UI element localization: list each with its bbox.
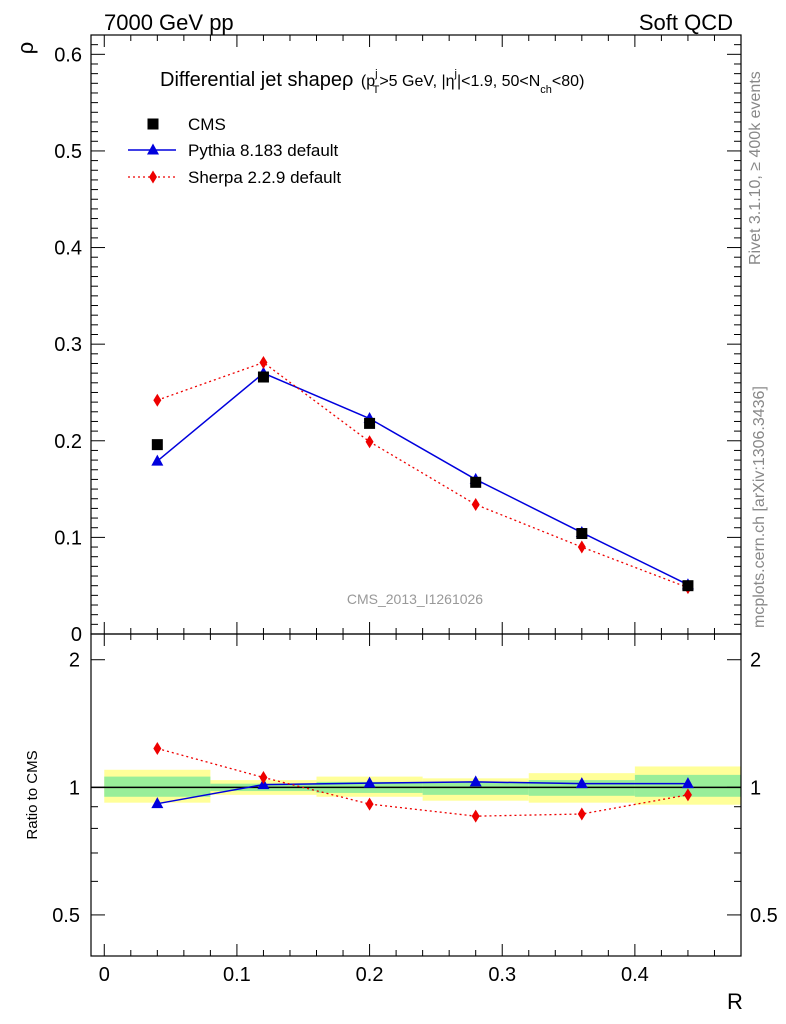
y-tick-label: 0.6: [54, 44, 82, 66]
legend-label: CMS: [188, 115, 226, 134]
ratio-point-triangle: [575, 777, 588, 789]
ratio-line-1: [157, 781, 688, 805]
title-p: (p: [361, 73, 375, 90]
y-tick-label: 0: [71, 624, 82, 646]
y-tick-label: 0.5: [54, 141, 82, 163]
data-point-diamond: [577, 540, 586, 554]
analysis-watermark: CMS_2013_I1261026: [347, 591, 483, 607]
ratio-series: [151, 741, 694, 823]
x-tick-label: 0.2: [356, 964, 384, 986]
legend-label: Sherpa 2.2.9 default: [188, 168, 341, 187]
main-series: [151, 356, 694, 595]
x-tick-label: 0.1: [223, 964, 251, 986]
ratio-point-diamond: [153, 741, 162, 755]
series-line-1: [156, 372, 689, 586]
ratio-point-triangle: [681, 777, 694, 789]
series-line-2: [157, 361, 689, 589]
y-tick-label: 0.4: [54, 238, 82, 260]
axis-ticks: 0 0.1 0.2 0.3 0.4 0 0.1 0.2 0.3 0.4 0.5 0.6 0.5 0.5 1 1…: [52, 34, 778, 986]
legend-marker-square: [147, 118, 159, 130]
ratio-point-diamond: [365, 797, 374, 811]
y-axis-label: ρ: [13, 42, 38, 55]
ratio-plot-frame: [90, 633, 742, 957]
data-point-square: [151, 439, 163, 451]
ratio-tick-label-right: 0.5: [750, 905, 778, 927]
ratio-point-triangle: [363, 776, 376, 788]
ratio-tick-label-left: 1: [69, 777, 80, 799]
ratio-point-diamond: [259, 770, 268, 784]
title-mid: >5 GeV, |η: [379, 73, 454, 90]
uncertainty-band-green: [422, 781, 529, 795]
y-tick-label: 0.2: [54, 431, 82, 453]
ratio-point-triangle: [151, 797, 164, 809]
title-mid2: |<1.9, 50<N: [457, 73, 540, 90]
header-left: 7000 GeV pp: [104, 10, 234, 35]
x-axis-label: R: [727, 989, 743, 1014]
ratio-tick-label-right: 2: [750, 650, 761, 672]
ratio-point-diamond: [471, 809, 480, 823]
title-eta-sup: j: [454, 68, 457, 80]
data-point-square: [682, 580, 694, 592]
title-main: Differential jet shapeρ: [160, 69, 353, 91]
ratio-point-diamond: [683, 788, 692, 802]
data-point-square: [257, 371, 269, 383]
y-tick-label: 0.1: [54, 527, 82, 549]
legend: CMS Pythia 8.183 default Sherpa 2.2.9 defa…: [128, 115, 341, 187]
data-point-diamond: [259, 356, 268, 370]
plot-title: Differential jet shapeρ (pj T>5 GeV, |ηj|…: [160, 68, 584, 96]
data-point-triangle: [151, 454, 164, 466]
data-point-square: [470, 476, 482, 488]
ratio-bands: [91, 766, 741, 805]
data-point-square: [364, 417, 376, 429]
ratio-tick-label-right: 1: [750, 777, 761, 799]
ratio-tick-label-left: 0.5: [52, 905, 80, 927]
data-point-diamond: [153, 393, 162, 407]
data-point-square: [576, 528, 588, 540]
x-tick-label: 0.3: [488, 964, 516, 986]
title-p-sub: T: [373, 84, 380, 96]
title-n-sub: ch: [540, 84, 552, 96]
ratio-line-2: [157, 747, 689, 817]
data-point-diamond: [471, 498, 480, 512]
data-point-diamond: [365, 435, 374, 449]
title-p-sup: j: [374, 68, 377, 80]
ratio-point-triangle: [469, 775, 482, 787]
legend-marker-diamond: [149, 170, 157, 184]
title-end: <80): [552, 73, 584, 90]
legend-label: Pythia 8.183 default: [188, 141, 339, 160]
mcplots-label: mcplots.cern.ch [arXiv:1306.3436]: [751, 386, 768, 628]
x-tick-label: 0.4: [621, 964, 649, 986]
ratio-point-diamond: [577, 807, 586, 821]
ratio-y-axis-label: Ratio to CMS: [24, 750, 41, 839]
rivet-label: Rivet 3.1.10, ≥ 400k events: [747, 71, 764, 265]
header-right: Soft QCD: [639, 10, 733, 35]
x-tick-label: 0: [99, 964, 110, 986]
legend-marker-triangle: [147, 143, 159, 155]
ratio-tick-label-left: 2: [69, 650, 80, 672]
y-tick-label: 0.3: [54, 334, 82, 356]
